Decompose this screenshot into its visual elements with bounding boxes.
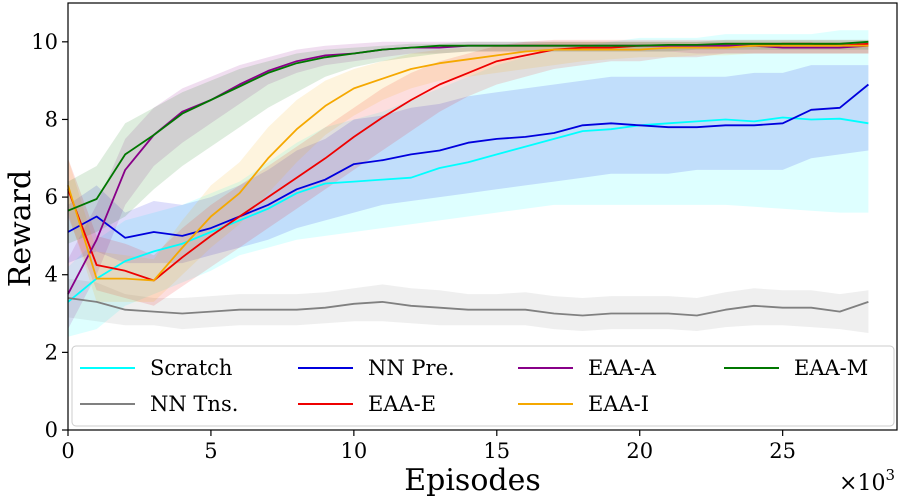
y-axis-label: Reward bbox=[3, 170, 38, 287]
x-tick-label: 15 bbox=[483, 439, 510, 463]
legend-item-eaa-a: EAA-A bbox=[518, 356, 657, 380]
x-axis-multiplier-exponent: 3 bbox=[885, 466, 895, 484]
legend-label: EAA-I bbox=[588, 392, 649, 416]
legend-label: EAA-A bbox=[588, 356, 657, 380]
axis-ticks: 0 5 10 15 20 25 0 2 4 6 8 10 bbox=[31, 30, 796, 463]
line-scratch bbox=[67, 116, 869, 303]
legend-label: NN Tns. bbox=[150, 392, 238, 416]
legend-item-eaa-m: EAA-M bbox=[724, 356, 868, 380]
legend-item-eaa-e: EAA-E bbox=[298, 392, 436, 416]
legend-box bbox=[71, 345, 895, 427]
y-tick-label: 8 bbox=[45, 107, 58, 131]
legend-item-nn-tns: NN Tns. bbox=[80, 392, 238, 416]
y-tick-label: 6 bbox=[45, 185, 58, 209]
legend-item-scratch: Scratch bbox=[80, 356, 232, 380]
y-tick-label: 0 bbox=[45, 418, 58, 442]
series-lines bbox=[67, 40, 869, 317]
band-scratch bbox=[68, 30, 869, 337]
legend-label: EAA-M bbox=[794, 356, 868, 380]
x-axis-multiplier-base: ×10 bbox=[839, 471, 885, 496]
x-tick-label: 0 bbox=[61, 439, 74, 463]
plot-frame bbox=[67, 2, 898, 431]
x-tick-label: 25 bbox=[769, 439, 796, 463]
line-nn-pre bbox=[67, 83, 869, 239]
band-eaa-m bbox=[68, 39, 869, 244]
legend-label: NN Pre. bbox=[368, 356, 455, 380]
legend: Scratch NN Pre. EAA-A EAA-M NN Tns. EAA-E EAA-… bbox=[71, 345, 895, 427]
band-nn-tns bbox=[68, 278, 869, 333]
line-eaa-i bbox=[67, 44, 869, 282]
line-nn-tns bbox=[67, 297, 869, 317]
legend-label: Scratch bbox=[150, 356, 232, 380]
x-tick-label: 20 bbox=[626, 439, 653, 463]
legend-item-eaa-i: EAA-I bbox=[518, 392, 649, 416]
band-eaa-i bbox=[68, 41, 869, 302]
x-tick-label: 10 bbox=[340, 439, 367, 463]
x-axis-label: Episodes bbox=[404, 463, 541, 498]
y-tick-label: 10 bbox=[31, 30, 58, 54]
legend-label: EAA-E bbox=[368, 392, 436, 416]
y-tick-label: 4 bbox=[45, 263, 58, 287]
legend-item-nn-pre: NN Pre. bbox=[298, 356, 455, 380]
confidence-bands bbox=[68, 30, 869, 337]
line-eaa-m bbox=[67, 40, 869, 212]
y-tick-label: 2 bbox=[45, 340, 58, 364]
band-nn-pre bbox=[68, 65, 869, 264]
x-axis-multiplier: ×103 bbox=[839, 466, 895, 496]
x-tick-label: 5 bbox=[204, 439, 217, 463]
